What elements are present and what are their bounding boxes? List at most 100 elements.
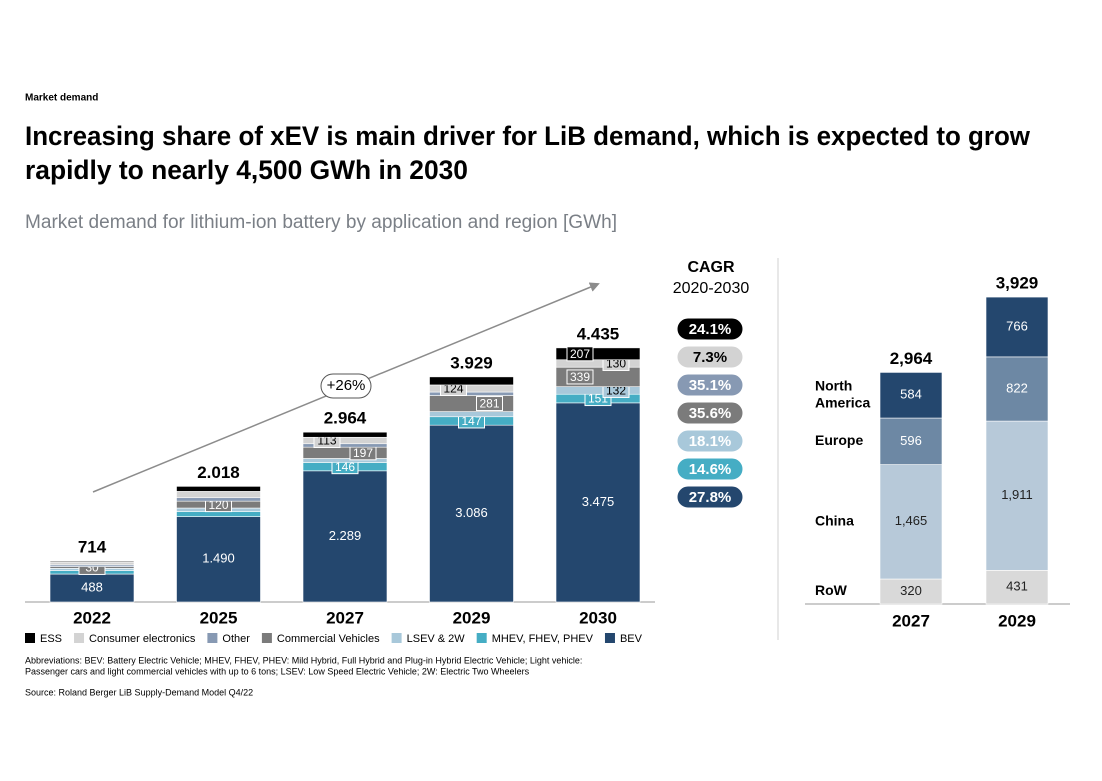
value-label: 147 xyxy=(461,414,481,428)
region-label: RoW xyxy=(815,582,848,598)
footnote: Source: Roland Berger LiB Supply-Demand … xyxy=(25,687,253,697)
total-label: 2.964 xyxy=(324,409,367,428)
bar-segment xyxy=(302,431,388,438)
value-label: 1.490 xyxy=(202,551,235,566)
label-box xyxy=(476,396,503,412)
cagr-badge xyxy=(676,373,744,397)
bar-segment xyxy=(429,424,514,603)
value-label: 1,465 xyxy=(895,513,928,528)
footnote: Abbreviations: BEV: Battery Electric Veh… xyxy=(25,655,582,665)
cagr-label: 7.3% xyxy=(693,349,727,366)
total-label: 3,929 xyxy=(996,274,1039,293)
total-label: 3.929 xyxy=(450,353,493,372)
title-line: Increasing share of xEV is main driver f… xyxy=(25,121,1031,151)
legend-swatch xyxy=(476,633,487,643)
total-label: 2.018 xyxy=(197,463,240,482)
bar-segment xyxy=(985,570,1049,605)
bar-segment xyxy=(985,420,1049,571)
value-label: 146 xyxy=(335,460,355,474)
bar-segment xyxy=(176,486,261,492)
total-label: 4.435 xyxy=(577,324,620,343)
bar-segment xyxy=(555,402,641,603)
cagr-label: 18.1% xyxy=(689,433,732,450)
legend-label: Commercial Vehicles xyxy=(277,633,380,645)
value-label: 584 xyxy=(900,387,922,402)
x-tick-label: 2027 xyxy=(326,608,364,627)
bar-segment xyxy=(429,376,514,386)
legend-swatch xyxy=(604,633,615,643)
bar-segment xyxy=(176,516,261,603)
cagr-label: 24.1% xyxy=(689,321,732,338)
annotation: +26% xyxy=(327,377,366,394)
value-label: 281 xyxy=(479,397,499,411)
cagr-label: 35.1% xyxy=(689,377,732,394)
legend-label: ESS xyxy=(40,633,62,645)
value-label: 3.475 xyxy=(582,494,615,509)
value-label: 596 xyxy=(900,433,922,448)
value-label: 339 xyxy=(570,370,590,384)
x-tick-label: 2022 xyxy=(73,608,111,627)
label-box xyxy=(566,369,594,385)
value-label: 431 xyxy=(1006,579,1028,594)
bar-segment xyxy=(176,497,261,502)
bar-segment xyxy=(985,356,1049,422)
value-label: 822 xyxy=(1006,380,1028,395)
legend-swatch xyxy=(391,633,402,643)
cagr-label: 27.8% xyxy=(689,489,732,506)
legend-swatch xyxy=(74,633,85,643)
value-label: 3.086 xyxy=(455,505,488,520)
legend-label: MHEV, FHEV, PHEV xyxy=(492,633,594,645)
bar-segment xyxy=(49,561,135,566)
bar-segment xyxy=(985,296,1049,358)
title-line: rapidly to nearly 4,500 GWh in 2030 xyxy=(25,155,468,185)
bar-segment xyxy=(879,464,943,580)
legend-label: LSEV & 2W xyxy=(407,633,466,645)
legend-swatch xyxy=(261,633,272,643)
value-label: 488 xyxy=(81,579,103,594)
x-tick-label: 2029 xyxy=(453,608,491,627)
bar-segment xyxy=(879,372,943,419)
value-label: 207 xyxy=(570,347,590,361)
bar-segment xyxy=(555,347,641,361)
bar-segment xyxy=(49,560,135,563)
region-label: China xyxy=(815,513,854,529)
cagr-badge xyxy=(676,485,744,509)
bar-segment xyxy=(49,573,135,603)
total-label: 714 xyxy=(78,538,107,557)
bar-segment xyxy=(879,417,943,465)
region-label: North America xyxy=(815,377,870,410)
kicker: Market demand xyxy=(25,93,98,104)
value-label: 1,911 xyxy=(1001,487,1033,502)
label-box xyxy=(566,346,594,362)
value-label: 130 xyxy=(606,357,626,371)
bar-segment xyxy=(176,511,261,517)
value-label: 197 xyxy=(353,446,373,460)
x-tick-label: 2029 xyxy=(998,611,1036,630)
annotation-box xyxy=(320,373,372,399)
legend-swatch xyxy=(207,633,218,643)
bar-segment xyxy=(176,491,261,499)
cagr-badge xyxy=(676,401,744,425)
region-label: Europe xyxy=(815,432,863,448)
legend-swatch xyxy=(25,633,35,643)
cagr-badge xyxy=(676,345,744,369)
cagr-badge xyxy=(676,457,744,481)
x-tick-label: 2027 xyxy=(892,611,930,630)
value-label: 766 xyxy=(1006,318,1028,333)
cagr-badge xyxy=(676,429,744,453)
total-label: 2,964 xyxy=(890,349,933,368)
x-tick-label: 2030 xyxy=(579,608,617,627)
bar-segment xyxy=(429,411,514,418)
legend-label: Other xyxy=(222,633,250,645)
legend-label: BEV xyxy=(620,633,643,645)
footnote: Passenger cars and light commercial vehi… xyxy=(25,666,530,676)
x-tick-label: 2025 xyxy=(200,608,238,627)
legend-label: Consumer electronics xyxy=(89,633,196,645)
cagr-period: 2020-2030 xyxy=(673,280,750,297)
cagr-label: 35.6% xyxy=(689,405,732,422)
cagr-label: 14.6% xyxy=(689,461,732,478)
cagr-title: CAGR xyxy=(687,259,735,276)
subtitle: Market demand for lithium-ion battery by… xyxy=(25,212,617,233)
value-label: 132 xyxy=(606,384,626,398)
